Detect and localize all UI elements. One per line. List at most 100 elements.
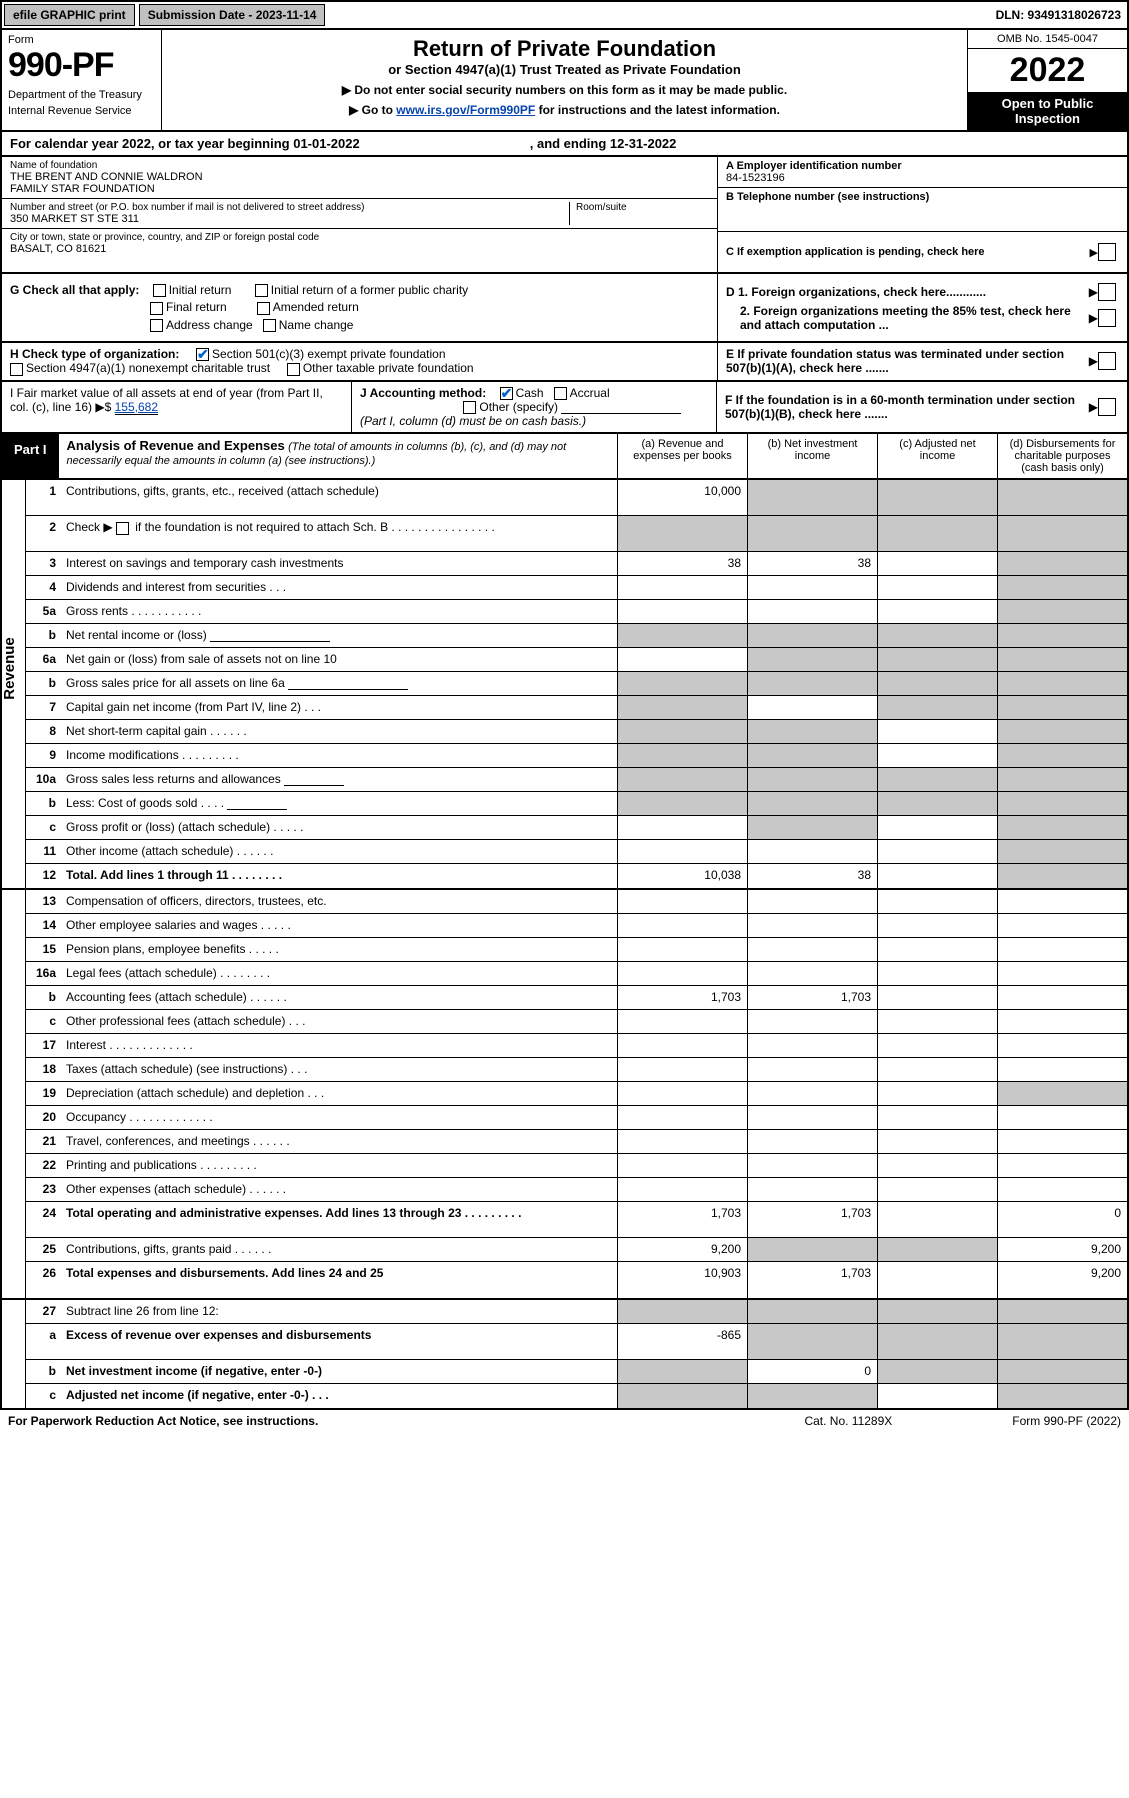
cell-d <box>997 1130 1127 1153</box>
cell-d <box>997 552 1127 575</box>
name-change-label: Name change <box>279 318 354 332</box>
line-desc: Interest on savings and temporary cash i… <box>60 552 617 575</box>
accrual-checkbox[interactable] <box>554 387 567 400</box>
cash-checkbox[interactable] <box>500 387 513 400</box>
address-change-checkbox[interactable] <box>150 319 163 332</box>
cell-d <box>997 962 1127 985</box>
l2-post: if the foundation is not required to att… <box>135 520 495 534</box>
fmv-value[interactable]: 155,682 <box>115 400 158 415</box>
d2-label: 2. Foreign organizations meeting the 85%… <box>726 304 1089 332</box>
line-desc: Printing and publications . . . . . . . … <box>60 1154 617 1177</box>
cell-b <box>747 648 877 671</box>
f-checkbox[interactable] <box>1098 398 1116 416</box>
cell-a <box>617 914 747 937</box>
line-25: 25 Contributions, gifts, grants paid . .… <box>26 1238 1127 1262</box>
line-num: b <box>26 986 60 1009</box>
j-row1: J Accounting method: Cash Accrual <box>360 386 708 400</box>
exemption-checkbox[interactable] <box>1098 243 1116 261</box>
line27-rows: 27 Subtract line 26 from line 12: a Exce… <box>26 1300 1127 1408</box>
line-num: 14 <box>26 914 60 937</box>
exemption-label: C If exemption application is pending, c… <box>726 246 1090 258</box>
cell-a: 10,000 <box>617 480 747 515</box>
e-section: E If private foundation status was termi… <box>717 343 1127 380</box>
initial-return-checkbox[interactable] <box>153 284 166 297</box>
cell-c <box>877 1300 997 1323</box>
address-change-label: Address change <box>166 318 253 332</box>
cell-a <box>617 648 747 671</box>
line-10a: 10a Gross sales less returns and allowan… <box>26 768 1127 792</box>
cell-d <box>997 840 1127 863</box>
cell-b <box>747 914 877 937</box>
line-desc: Net short-term capital gain . . . . . . <box>60 720 617 743</box>
line-3: 3 Interest on savings and temporary cash… <box>26 552 1127 576</box>
d2-checkbox[interactable] <box>1098 309 1116 327</box>
line-desc: Net rental income or (loss) <box>60 624 617 647</box>
line-16a: 16a Legal fees (attach schedule) . . . .… <box>26 962 1127 986</box>
form-subtitle: or Section 4947(a)(1) Trust Treated as P… <box>172 62 957 77</box>
goto-post: for instructions and the latest informat… <box>535 103 780 117</box>
l10a-text: Gross sales less returns and allowances <box>66 772 281 786</box>
col-d-header: (d) Disbursements for charitable purpose… <box>997 434 1127 478</box>
city-label: City or town, state or province, country… <box>10 232 709 243</box>
cell-d <box>997 480 1127 515</box>
g-label: G Check all that apply: <box>10 283 139 297</box>
address-row: Number and street (or P.O. box number if… <box>2 199 717 229</box>
501c3-checkbox[interactable] <box>196 348 209 361</box>
e-checkbox[interactable] <box>1098 352 1116 370</box>
cal-ending: , and ending 12-31-2022 <box>530 136 677 151</box>
other-taxable-checkbox[interactable] <box>287 363 300 376</box>
ein-label: A Employer identification number <box>726 160 1119 172</box>
d1-checkbox[interactable] <box>1098 283 1116 301</box>
exemption-row: C If exemption application is pending, c… <box>718 232 1127 272</box>
cell-b <box>747 1238 877 1261</box>
final-return-checkbox[interactable] <box>150 302 163 315</box>
sch-b-checkbox[interactable] <box>116 522 129 535</box>
cash-label: Cash <box>516 386 544 400</box>
cell-d <box>997 672 1127 695</box>
line-num: 27 <box>26 1300 60 1323</box>
line-desc: Net gain or (loss) from sale of assets n… <box>60 648 617 671</box>
form-id-block: Form 990-PF Department of the Treasury I… <box>2 30 162 130</box>
line-num: 25 <box>26 1238 60 1261</box>
cell-c <box>877 1130 997 1153</box>
cell-a: -865 <box>617 1324 747 1359</box>
cell-b <box>747 600 877 623</box>
line-7: 7 Capital gain net income (from Part IV,… <box>26 696 1127 720</box>
amended-return-checkbox[interactable] <box>257 302 270 315</box>
cell-d: 9,200 <box>997 1262 1127 1298</box>
cell-a <box>617 600 747 623</box>
cell-c <box>877 768 997 791</box>
irs-label: Internal Revenue Service <box>8 105 155 117</box>
dept-treasury: Department of the Treasury <box>8 89 155 101</box>
line-5b: b Net rental income or (loss) <box>26 624 1127 648</box>
cell-b <box>747 696 877 719</box>
4947-checkbox[interactable] <box>10 363 23 376</box>
name-change-checkbox[interactable] <box>263 319 276 332</box>
cell-a <box>617 696 747 719</box>
omb-number: OMB No. 1545-0047 <box>968 30 1127 49</box>
dln-number: DLN: 93491318026723 <box>996 8 1127 22</box>
h-row1: H Check type of organization: Section 50… <box>10 347 709 361</box>
cell-a <box>617 792 747 815</box>
l5b-line <box>210 628 330 642</box>
line-desc: Total. Add lines 1 through 11 . . . . . … <box>60 864 617 888</box>
cell-d <box>997 768 1127 791</box>
cell-a <box>617 840 747 863</box>
other-method-checkbox[interactable] <box>463 401 476 414</box>
other-method-label: Other (specify) <box>479 400 558 414</box>
l6b-line <box>288 676 408 690</box>
cell-b <box>747 890 877 913</box>
ij-section: I Fair market value of all assets at end… <box>0 382 1129 435</box>
d1-row: D 1. Foreign organizations, check here..… <box>726 283 1119 301</box>
cell-d <box>997 1082 1127 1105</box>
phone-label: B Telephone number (see instructions) <box>726 191 1119 203</box>
f-label: F If the foundation is in a 60-month ter… <box>725 393 1089 421</box>
form-title: Return of Private Foundation <box>172 36 957 62</box>
cell-c <box>877 1106 997 1129</box>
efile-print-button[interactable]: efile GRAPHIC print <box>4 4 135 26</box>
ein-value: 84-1523196 <box>726 172 1119 184</box>
cell-a: 9,200 <box>617 1238 747 1261</box>
revenue-label: Revenue <box>1 638 18 701</box>
irs-link[interactable]: www.irs.gov/Form990PF <box>396 103 535 117</box>
initial-former-checkbox[interactable] <box>255 284 268 297</box>
